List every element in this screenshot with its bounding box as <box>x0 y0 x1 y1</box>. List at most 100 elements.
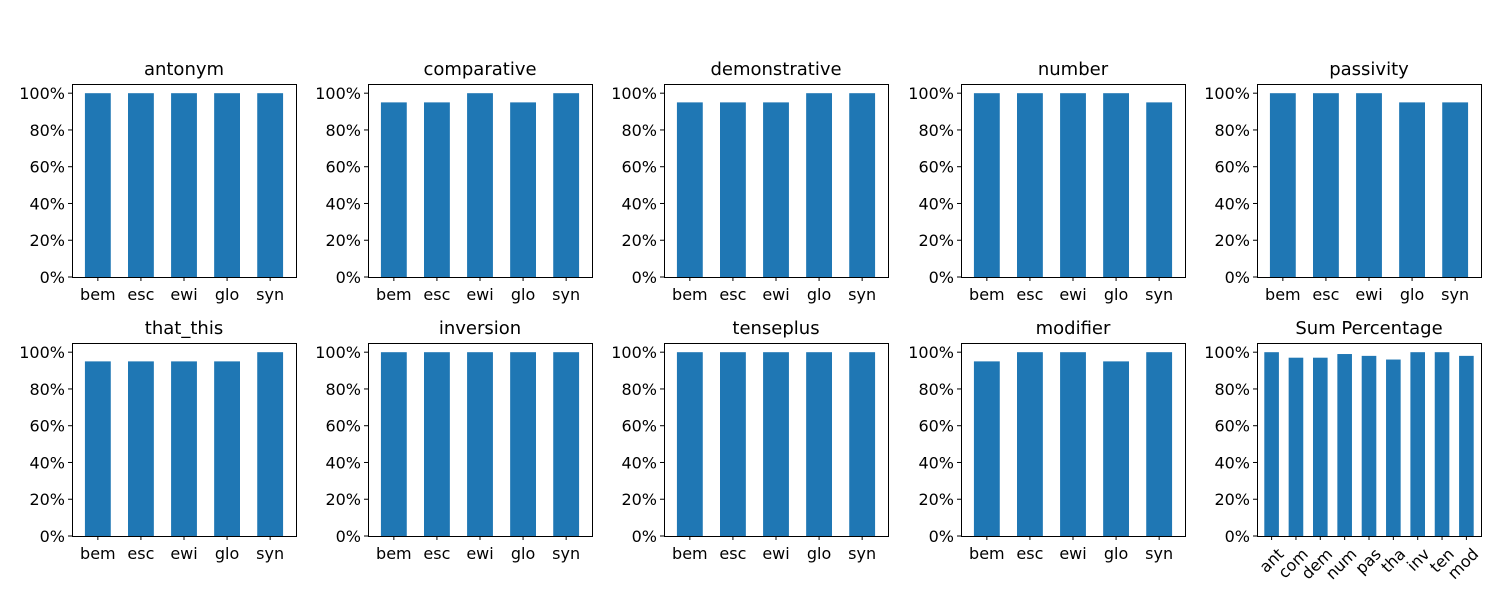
bar-ewi <box>1356 93 1382 277</box>
bar-glo <box>1103 361 1129 536</box>
bar-syn <box>1146 352 1173 536</box>
subplot-comparative: comparative 0% 20% 40% 60% 80% 100% bem esc ewi gl… <box>315 59 593 304</box>
y-tick-label: 80% <box>325 121 361 140</box>
y-tick-label: 20% <box>325 231 361 250</box>
bar-mod <box>1459 355 1474 536</box>
y-tick-label: 100% <box>315 343 361 362</box>
bar-esc <box>128 361 154 536</box>
bar-num <box>1337 354 1352 536</box>
x-tick-label: syn <box>1145 544 1173 563</box>
subplot-inversion: inversion 0% 20% 40% 60% 80% 100% bem esc ewi glo s… <box>315 318 593 563</box>
subplot-title: inversion <box>439 318 521 339</box>
bar-dem <box>1313 357 1328 536</box>
y-tick-label: 0% <box>632 527 657 546</box>
x-tick-label: syn <box>256 544 284 563</box>
x-tick-label: ewi <box>1059 285 1086 304</box>
y-tick-label: 40% <box>1214 194 1250 213</box>
y-tick-label: 80% <box>918 380 954 399</box>
y-tick-label: 40% <box>918 194 954 213</box>
y-tick-label: 40% <box>1214 453 1250 472</box>
x-tick-label: esc <box>423 285 450 304</box>
y-tick-label: 60% <box>325 158 361 177</box>
y-tick-label: 20% <box>621 231 657 250</box>
bar-glo <box>214 93 240 277</box>
x-tick-label: bem <box>80 544 116 563</box>
bar-ewi <box>467 352 493 536</box>
x-tick-label: glo <box>1104 285 1128 304</box>
x-tick-label: bem <box>969 285 1005 304</box>
y-tick-label: 20% <box>918 231 954 250</box>
y-tick-label: 100% <box>1204 343 1250 362</box>
subplot-number: number 0% 20% 40% 60% 80% 100% bem esc ewi glo syn <box>908 59 1186 304</box>
bar-bem <box>1269 93 1296 277</box>
y-tick-label: 20% <box>621 490 657 509</box>
y-tick-label: 100% <box>611 343 657 362</box>
y-tick-label: 60% <box>325 417 361 436</box>
y-tick-label: 20% <box>29 490 65 509</box>
x-tick-label: syn <box>848 544 876 563</box>
y-tick-label: 20% <box>918 490 954 509</box>
y-tick-label: 60% <box>918 158 954 177</box>
subplot-modifier: modifier 0% 20% 40% 60% 80% 100% bem esc ewi glo sy… <box>908 318 1186 563</box>
y-tick-label: 0% <box>40 527 65 546</box>
bar-bem <box>84 361 111 536</box>
bar-ewi <box>1060 352 1086 536</box>
bar-syn <box>1442 102 1469 277</box>
bar-ewi <box>1060 93 1086 277</box>
y-tick-label: 40% <box>621 194 657 213</box>
bar-glo <box>806 352 832 536</box>
bar-esc <box>720 102 746 277</box>
bar-ewi <box>171 361 197 536</box>
x-tick-label: ewi <box>466 285 493 304</box>
bar-com <box>1288 357 1304 536</box>
y-tick-label: 100% <box>611 84 657 103</box>
subplot-passivity: passivity 0% 20% 40% 60% 80% 100% bem esc ewi glo s… <box>1204 59 1482 304</box>
subplot-that-this: that_this 0% 20% 40% 60% 80% 100% bem esc ewi glo s… <box>19 318 297 563</box>
bar-bem <box>676 102 703 277</box>
x-tick-label: ewi <box>170 544 197 563</box>
x-tick-label: bem <box>80 285 116 304</box>
x-tick-label: bem <box>1265 285 1301 304</box>
bar-tha <box>1386 359 1401 536</box>
subplot-title: tenseplus <box>732 318 819 339</box>
bar-esc <box>424 102 450 277</box>
bar-ewi <box>467 93 493 277</box>
y-tick-label: 20% <box>325 490 361 509</box>
y-tick-label: 100% <box>1204 84 1250 103</box>
x-tick-label: syn <box>256 285 284 304</box>
bar-esc <box>1017 93 1043 277</box>
subplot-title: demonstrative <box>710 59 841 80</box>
y-tick-label: 80% <box>918 121 954 140</box>
bar-bem <box>973 361 1000 536</box>
y-tick-label: 80% <box>621 380 657 399</box>
bar-esc <box>128 93 154 277</box>
x-tick-label: bem <box>672 285 708 304</box>
subplot-antonym: antonym 0% 20% 40% 60% 80% 100% bem esc ewi glo syn <box>19 59 297 304</box>
y-tick-label: 60% <box>29 158 65 177</box>
bar-syn <box>1146 102 1173 277</box>
y-tick-label: 80% <box>1214 121 1250 140</box>
bar-bem <box>973 93 1000 277</box>
bar-esc <box>424 352 450 536</box>
subplot-title: modifier <box>1036 318 1111 339</box>
bar-glo <box>214 361 240 536</box>
x-tick-label: glo <box>1104 544 1128 563</box>
bar-syn <box>849 352 876 536</box>
bar-glo <box>806 93 832 277</box>
y-tick-label: 40% <box>918 453 954 472</box>
x-tick-label: glo <box>1400 285 1424 304</box>
x-tick-label: syn <box>1441 285 1469 304</box>
y-tick-label: 40% <box>29 194 65 213</box>
x-tick-label: ewi <box>1059 544 1086 563</box>
y-tick-label: 60% <box>918 417 954 436</box>
bar-esc <box>720 352 746 536</box>
bar-pas <box>1361 355 1377 536</box>
bar-ewi <box>171 93 197 277</box>
bar-syn <box>553 93 580 277</box>
subplot-title: number <box>1038 59 1109 80</box>
y-tick-label: 0% <box>632 268 657 287</box>
x-tick-label: syn <box>552 285 580 304</box>
x-tick-label: ewi <box>170 285 197 304</box>
subplot-tenseplus: tenseplus 0% 20% 40% 60% 80% 100% bem esc ewi glo s… <box>611 318 889 563</box>
